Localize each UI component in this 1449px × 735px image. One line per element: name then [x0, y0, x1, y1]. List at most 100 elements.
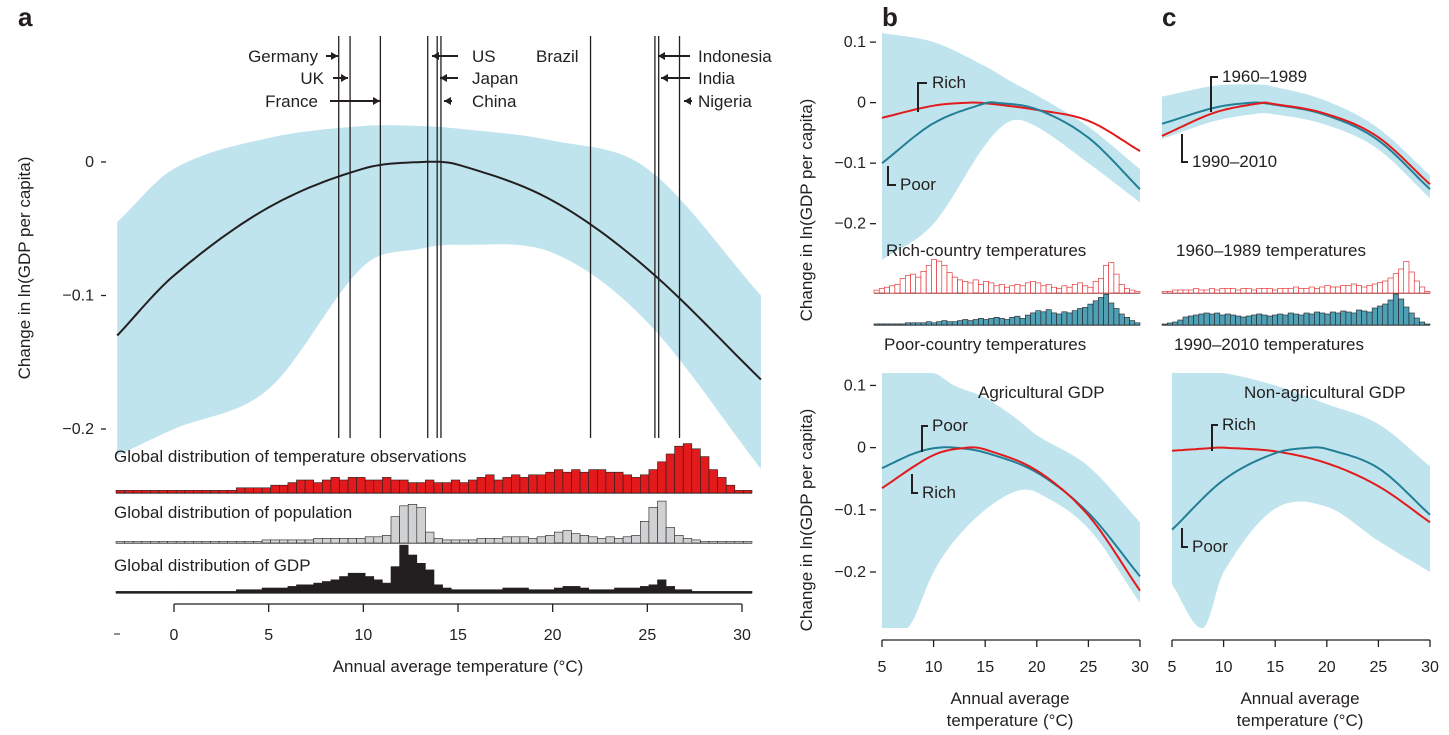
temp-hist-bar	[141, 490, 151, 494]
early-hist-bar	[1224, 288, 1231, 294]
late-hist-bar	[1387, 299, 1394, 326]
temp-hist-bar	[236, 487, 246, 494]
gdp-hist-bar	[588, 589, 598, 594]
rich-hist-bar	[941, 265, 948, 294]
late-hist-bar	[1256, 313, 1263, 326]
temp-hist-bar	[210, 490, 220, 494]
gdp-hist-bar	[459, 589, 469, 594]
pop-hist-bar	[390, 516, 400, 544]
x-tick-label: 20	[544, 627, 562, 644]
rich-hist-bar	[1118, 283, 1125, 294]
rich-leader	[911, 474, 918, 494]
poor-hist-bar	[1087, 303, 1094, 326]
gdp-hist-bar	[571, 586, 581, 594]
rich-hist-bar	[983, 281, 989, 294]
pop-hist-bar	[614, 538, 624, 544]
x-tick-label: 25	[1370, 659, 1388, 676]
temp-hist-bar	[175, 490, 186, 494]
poor-hist-bar	[941, 320, 948, 326]
pop-hist-bar	[167, 541, 177, 544]
temp-hist-bar	[193, 490, 203, 494]
y-tick-label: 0	[857, 95, 866, 112]
rich-hist-bar	[884, 286, 890, 294]
early-hist-bar	[1356, 285, 1363, 294]
poor-hist-bar	[1066, 312, 1073, 326]
poor-hist-bar	[972, 319, 979, 326]
panel-a-label: a	[18, 2, 33, 32]
x-label-line: Annual average	[1240, 689, 1359, 708]
rich-hist-bar	[1061, 285, 1068, 294]
early-hist-bar	[1303, 288, 1310, 294]
pop-hist-bar	[124, 541, 134, 544]
pop-hist-bar	[364, 536, 375, 544]
late-hist-bar	[1371, 307, 1378, 326]
pop-hist-bar	[425, 531, 435, 544]
temp-hist-bar	[270, 484, 280, 494]
temp-hist-bar	[321, 479, 332, 494]
poor-hist-bar	[1129, 320, 1136, 326]
pop-hist-bar	[493, 538, 504, 544]
poor-label: Poor	[900, 175, 936, 194]
series-line	[881, 101, 1141, 190]
arrow-head	[432, 52, 439, 60]
temp-hist-bar	[364, 479, 375, 494]
late-hist-bar	[1293, 313, 1300, 326]
hist-label: Global distribution of population	[114, 503, 352, 522]
pop-hist-bar	[227, 541, 237, 544]
pop-hist-bar	[502, 536, 512, 544]
temp-hist-bar	[218, 490, 229, 494]
x-tick-label: 0	[170, 627, 179, 644]
poor-hist-bar	[878, 323, 885, 326]
hist-label: Rich-country temperatures	[886, 241, 1086, 260]
poor-hist-bar	[1004, 319, 1010, 326]
temp-hist-bar	[132, 490, 143, 494]
gdp-hist-bar	[270, 587, 280, 594]
late-hist-bar	[1361, 310, 1368, 326]
temp-hist-bar	[167, 490, 177, 494]
late-hist-bar	[1272, 314, 1279, 326]
rich-hist-bar	[1087, 286, 1094, 294]
rich-hist-bar	[988, 282, 995, 294]
late-hist-bar	[1287, 312, 1294, 326]
gdp-hist-bar	[296, 584, 306, 594]
1990-leader	[1181, 134, 1188, 163]
late-hist-bar	[1345, 311, 1352, 326]
early-hist-bar	[1424, 291, 1431, 294]
temp-hist-bar	[382, 477, 392, 494]
early-hist-bar	[1398, 268, 1405, 294]
temp-hist-bar	[596, 469, 607, 494]
late-hist-bar	[1282, 314, 1289, 326]
gdp-hist-bar	[442, 587, 452, 594]
y-tick-label: −0.1	[62, 288, 94, 305]
pop-hist-bar	[304, 539, 315, 544]
poor-hist-bar	[1092, 300, 1099, 326]
poor-hist-bar	[1113, 308, 1120, 326]
late-hist-bar	[1277, 313, 1284, 326]
gdp-hist-bar	[425, 569, 435, 594]
poor-hist-bar	[1077, 308, 1083, 326]
pop-hist-bar	[545, 534, 555, 544]
temp-hist-bar	[562, 471, 572, 494]
temp-hist-bar	[571, 469, 581, 494]
gdp-hist-bar	[708, 591, 718, 594]
temp-hist-bar	[674, 445, 684, 494]
rich-hist-bar	[899, 278, 906, 294]
pop-hist-bar	[536, 536, 546, 544]
temp-hist-bar	[476, 477, 486, 494]
late-hist-bar	[1188, 315, 1194, 326]
early-hist-bar	[1377, 282, 1384, 294]
temp-hist-bar	[743, 490, 753, 494]
gdp-hist-bar	[528, 589, 538, 594]
hist-label: Poor-country temperatures	[884, 335, 1086, 354]
x-axis-label: Annual average temperature (°C)	[1237, 689, 1364, 730]
temp-hist-bar	[390, 479, 400, 494]
y-tick-label: 0.1	[844, 377, 866, 394]
early-hist-bar	[1403, 261, 1410, 294]
country-label: Japan	[472, 69, 518, 88]
confidence-band	[1172, 373, 1430, 628]
pop-hist-bar	[261, 539, 272, 544]
poor-leader	[1181, 528, 1188, 548]
poor-hist-bar	[988, 318, 995, 326]
temp-hist-bar	[725, 484, 736, 494]
early-hist-bar	[1340, 285, 1347, 294]
